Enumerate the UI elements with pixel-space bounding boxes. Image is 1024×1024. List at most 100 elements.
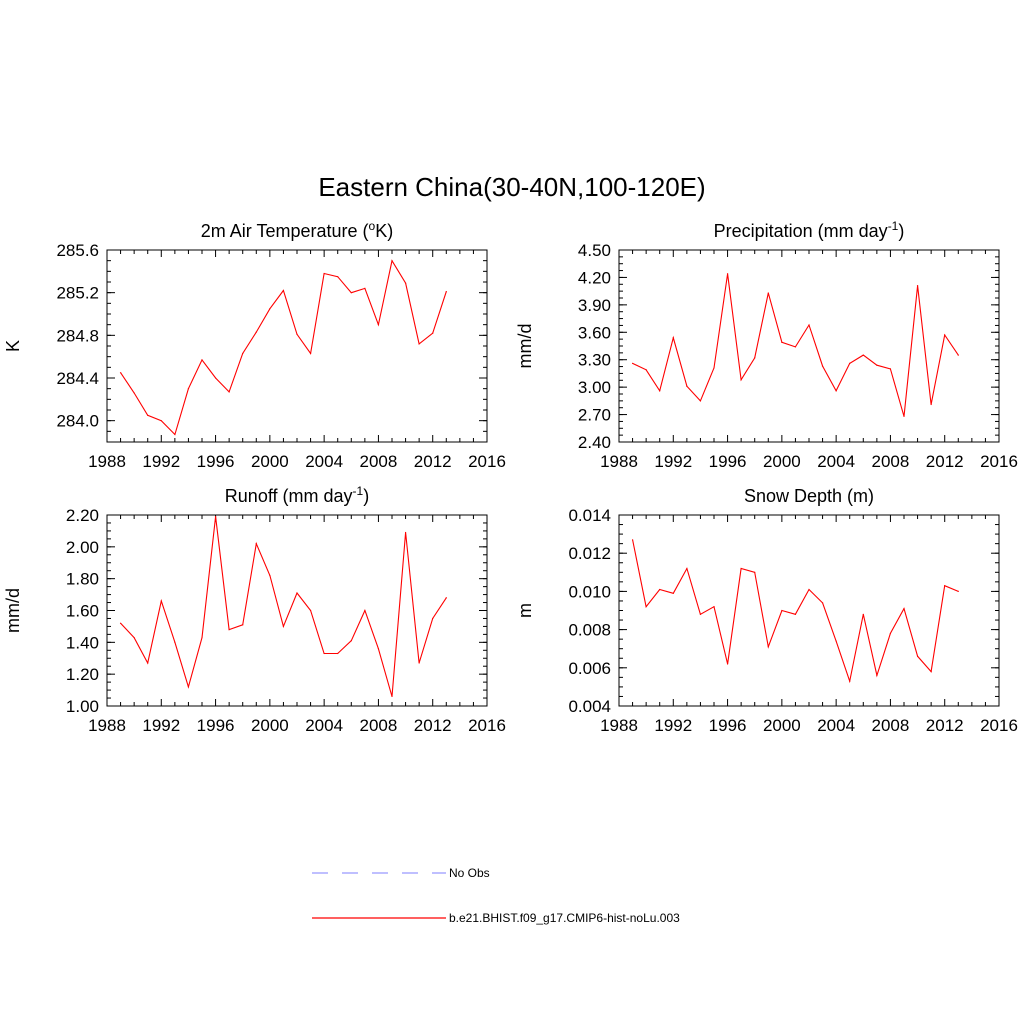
y-tick-label: 1.80 (66, 570, 99, 589)
series-line (120, 516, 447, 697)
data-point (889, 368, 892, 370)
data-point (147, 662, 149, 664)
y-tick-label: 284.4 (56, 369, 99, 388)
x-tick-label: 2000 (763, 452, 801, 471)
data-point (228, 391, 230, 393)
data-point (808, 324, 810, 326)
x-tick-label: 2004 (305, 716, 343, 735)
data-point (187, 686, 190, 688)
y-tick-label: 0.004 (568, 697, 611, 716)
data-point (119, 622, 122, 624)
x-tick-label: 2016 (980, 716, 1018, 735)
data-point (337, 652, 339, 655)
x-tick-label: 2004 (305, 452, 343, 471)
data-point (876, 364, 878, 366)
data-point (377, 324, 380, 326)
series-line (632, 273, 959, 417)
data-point (432, 332, 434, 334)
data-point (160, 600, 162, 602)
data-point (391, 695, 393, 698)
chart-panel-3: Runoff (mm day-1) mm/d 1988 1992 1996 2000 200… (3, 484, 506, 735)
main-title: Eastern China(30-40N,100-120E) (318, 172, 705, 202)
y-tick-label: 3.00 (578, 378, 611, 397)
data-point (445, 291, 447, 293)
data-point (255, 543, 257, 545)
y-tick-label: 284.8 (56, 326, 99, 345)
data-point (821, 365, 824, 367)
data-point (201, 359, 203, 361)
data-point (713, 367, 715, 369)
y-tick-label: 2.20 (66, 506, 99, 525)
x-tick-label: 2008 (872, 452, 910, 471)
data-point (350, 292, 352, 294)
data-point (835, 390, 837, 392)
x-tick-label: 2004 (817, 716, 855, 735)
x-tick-label: 2008 (360, 716, 398, 735)
y-tick-label: 0.012 (568, 544, 611, 563)
data-point (862, 613, 864, 615)
legend-item: No Obs (312, 866, 490, 880)
y-tick-label: 284.0 (56, 412, 99, 431)
y-tick-label: 3.90 (578, 296, 611, 315)
panel-title: Runoff (mm day-1) (225, 484, 369, 506)
data-point (242, 352, 244, 355)
data-point (174, 641, 176, 643)
data-point (631, 539, 634, 541)
data-point (754, 357, 756, 359)
data-point (404, 282, 407, 284)
data-point (944, 334, 946, 336)
data-point (672, 592, 674, 594)
x-tick-label: 1988 (600, 452, 638, 471)
data-point (119, 372, 122, 374)
data-point (418, 662, 420, 664)
y-tick-label: 1.60 (66, 602, 99, 621)
data-point (659, 390, 661, 392)
data-point (957, 590, 959, 593)
data-point (808, 588, 810, 591)
x-tick-label: 1992 (654, 716, 692, 735)
data-point (930, 671, 932, 673)
chart-panel-2: Precipitation (mm day-1) mm/d 1988 1992 1996… (515, 219, 1018, 471)
data-point (432, 617, 434, 620)
y-axis-label: mm/d (515, 324, 535, 369)
x-tick-label: 2008 (360, 452, 398, 471)
data-point (754, 571, 756, 573)
y-tick-label: 4.20 (578, 268, 611, 287)
legend-item: b.e21.BHIST.f09_g17.CMIP6-hist-noLu.003 (312, 911, 680, 925)
data-point (418, 343, 420, 345)
data-point (309, 609, 312, 612)
data-point (862, 354, 864, 356)
data-point (133, 636, 135, 639)
data-point (377, 648, 380, 650)
y-tick-label: 2.40 (578, 433, 611, 452)
data-point (337, 276, 339, 278)
data-point (686, 385, 688, 387)
y-axis-label: K (3, 340, 23, 352)
data-point (445, 597, 447, 599)
series-line (120, 259, 447, 436)
x-tick-label: 2016 (468, 452, 506, 471)
data-point (672, 337, 674, 339)
x-tick-label: 2012 (926, 716, 964, 735)
data-point (350, 640, 352, 642)
data-point (767, 646, 769, 648)
x-tick-label: 1992 (142, 716, 180, 735)
data-point (631, 362, 634, 364)
data-point (740, 567, 742, 570)
data-point (876, 674, 878, 677)
data-point (323, 272, 325, 275)
data-point (903, 607, 905, 610)
y-tick-label: 285.2 (56, 284, 99, 303)
data-point (699, 400, 702, 402)
data-point (645, 606, 647, 608)
y-tick-label: 0.014 (568, 506, 611, 525)
data-point (174, 433, 176, 436)
x-tick-label: 1992 (654, 452, 692, 471)
data-point (133, 392, 135, 394)
plot-frame (618, 514, 1000, 707)
x-tick-label: 1996 (709, 452, 747, 471)
data-point (404, 531, 407, 534)
data-point (269, 574, 271, 577)
x-tick-label: 1992 (142, 452, 180, 471)
